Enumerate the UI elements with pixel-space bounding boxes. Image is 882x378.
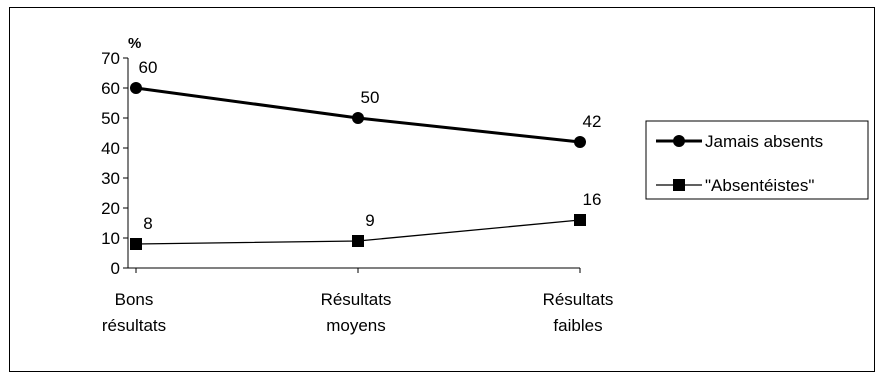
- data-point: [574, 136, 586, 148]
- x-tick-label: Résultats: [321, 290, 392, 309]
- y-tick-label: 10: [101, 229, 120, 248]
- y-axis-label: %: [128, 35, 141, 52]
- x-tick-label: faibles: [553, 316, 602, 335]
- legend-marker: [673, 179, 685, 191]
- y-tick-label: 0: [111, 259, 120, 278]
- data-point: [130, 238, 142, 250]
- data-label: 50: [361, 88, 380, 107]
- data-label: 16: [583, 190, 602, 209]
- y-tick-label: 60: [101, 79, 120, 98]
- data-point: [130, 82, 142, 94]
- data-label: 60: [139, 58, 158, 77]
- y-tick-label: 70: [101, 49, 120, 68]
- x-tick-label: résultats: [102, 316, 166, 335]
- y-tick-label: 30: [101, 169, 120, 188]
- data-label: 8: [143, 214, 152, 233]
- x-tick-label: Résultats: [543, 290, 614, 309]
- data-point: [574, 214, 586, 226]
- data-point: [352, 112, 364, 124]
- legend-marker: [673, 135, 685, 147]
- data-label: 42: [583, 112, 602, 131]
- legend-label: Jamais absents: [705, 132, 823, 151]
- x-tick-label: moyens: [326, 316, 386, 335]
- y-tick-label: 50: [101, 109, 120, 128]
- y-tick-label: 20: [101, 199, 120, 218]
- legend-label: "Absentéistes": [705, 176, 814, 195]
- data-point: [352, 235, 364, 247]
- y-tick-label: 40: [101, 139, 120, 158]
- data-label: 9: [365, 211, 374, 230]
- x-tick-label: Bons: [115, 290, 154, 309]
